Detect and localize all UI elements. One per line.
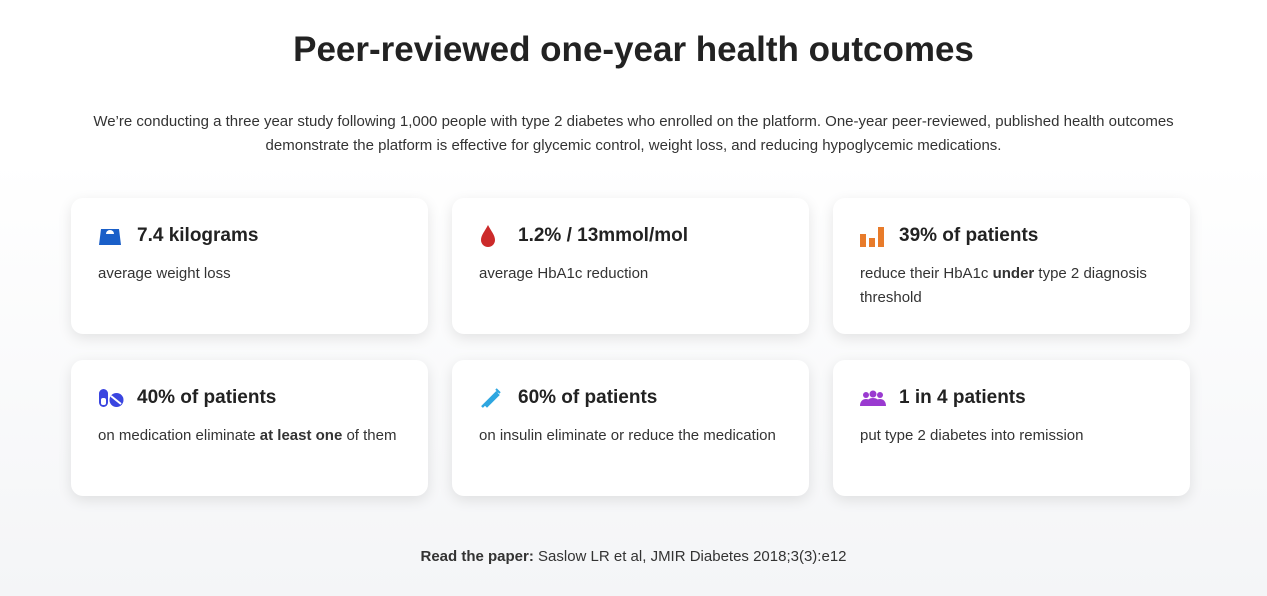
intro-text: We’re conducting a three year study foll… bbox=[93, 113, 1174, 154]
stat-card: 60% of patients on insulin eliminate or r… bbox=[452, 360, 809, 496]
bar-chart-icon bbox=[860, 224, 886, 248]
stat-description: put type 2 diabetes into remission bbox=[860, 424, 1163, 448]
stat-description-part: type 2 diagnosis threshold bbox=[860, 265, 1147, 306]
stat-description: reduce their HbA1c under type 2 diagnosi… bbox=[860, 262, 1163, 310]
stat-value: 7.4 kilograms bbox=[137, 225, 259, 246]
stat-description-part: average HbA1c reduction bbox=[479, 265, 649, 282]
stat-description-part: on insulin eliminate or reduce the medic… bbox=[479, 427, 776, 444]
stat-value: 60% of patients bbox=[518, 387, 658, 408]
stat-value: 1.2% / 13mmol/mol bbox=[518, 225, 689, 246]
stat-description-part: under bbox=[992, 265, 1035, 282]
stat-header: 40% of patients bbox=[98, 386, 401, 410]
stat-description-part: average weight loss bbox=[98, 265, 231, 282]
stat-description-part: on medication eliminate bbox=[98, 427, 260, 444]
blood-drop-icon bbox=[479, 224, 505, 248]
stat-header: 60% of patients bbox=[479, 386, 782, 410]
stat-header: 39% of patients bbox=[860, 224, 1163, 248]
stat-description-part: of them bbox=[342, 427, 397, 444]
stat-card: 1 in 4 patients put type 2 diabetes into … bbox=[833, 360, 1190, 496]
stat-value: 39% of patients bbox=[899, 225, 1039, 246]
read-paper-label: Read the paper: bbox=[420, 548, 534, 565]
scale-icon bbox=[98, 224, 124, 248]
citation: Saslow LR et al, JMIR Diabetes 2018;3(3)… bbox=[533, 548, 847, 565]
stat-value: 1 in 4 patients bbox=[899, 387, 1026, 408]
syringe-icon bbox=[479, 386, 505, 410]
paper-reference[interactable]: Read the paper: Saslow LR et al, JMIR Di… bbox=[0, 548, 1267, 565]
stat-description-part: reduce their HbA1c bbox=[860, 265, 993, 282]
stat-description: on insulin eliminate or reduce the medic… bbox=[479, 424, 782, 448]
stat-description-part: at least one bbox=[259, 427, 343, 444]
stat-card: 39% of patients reduce their HbA1c under … bbox=[833, 198, 1190, 334]
stat-card: 40% of patients on medication eliminate a… bbox=[71, 360, 428, 496]
stat-header: 1.2% / 13mmol/mol bbox=[479, 224, 782, 248]
page-title: Peer-reviewed one-year health outcomes bbox=[293, 30, 974, 69]
stat-value: 40% of patients bbox=[137, 387, 277, 408]
stat-header: 7.4 kilograms bbox=[98, 224, 401, 248]
stat-description: on medication eliminate at least one of … bbox=[98, 424, 401, 448]
stat-description-part: put type 2 diabetes into remission bbox=[860, 427, 1084, 444]
pills-icon bbox=[98, 386, 124, 410]
users-icon bbox=[860, 386, 886, 410]
stat-card: 1.2% / 13mmol/mol average HbA1c reduction bbox=[452, 198, 809, 334]
stat-card: 7.4 kilograms average weight loss bbox=[71, 198, 428, 334]
stat-description: average HbA1c reduction bbox=[479, 262, 782, 286]
stat-description: average weight loss bbox=[98, 262, 401, 286]
stat-header: 1 in 4 patients bbox=[860, 386, 1163, 410]
